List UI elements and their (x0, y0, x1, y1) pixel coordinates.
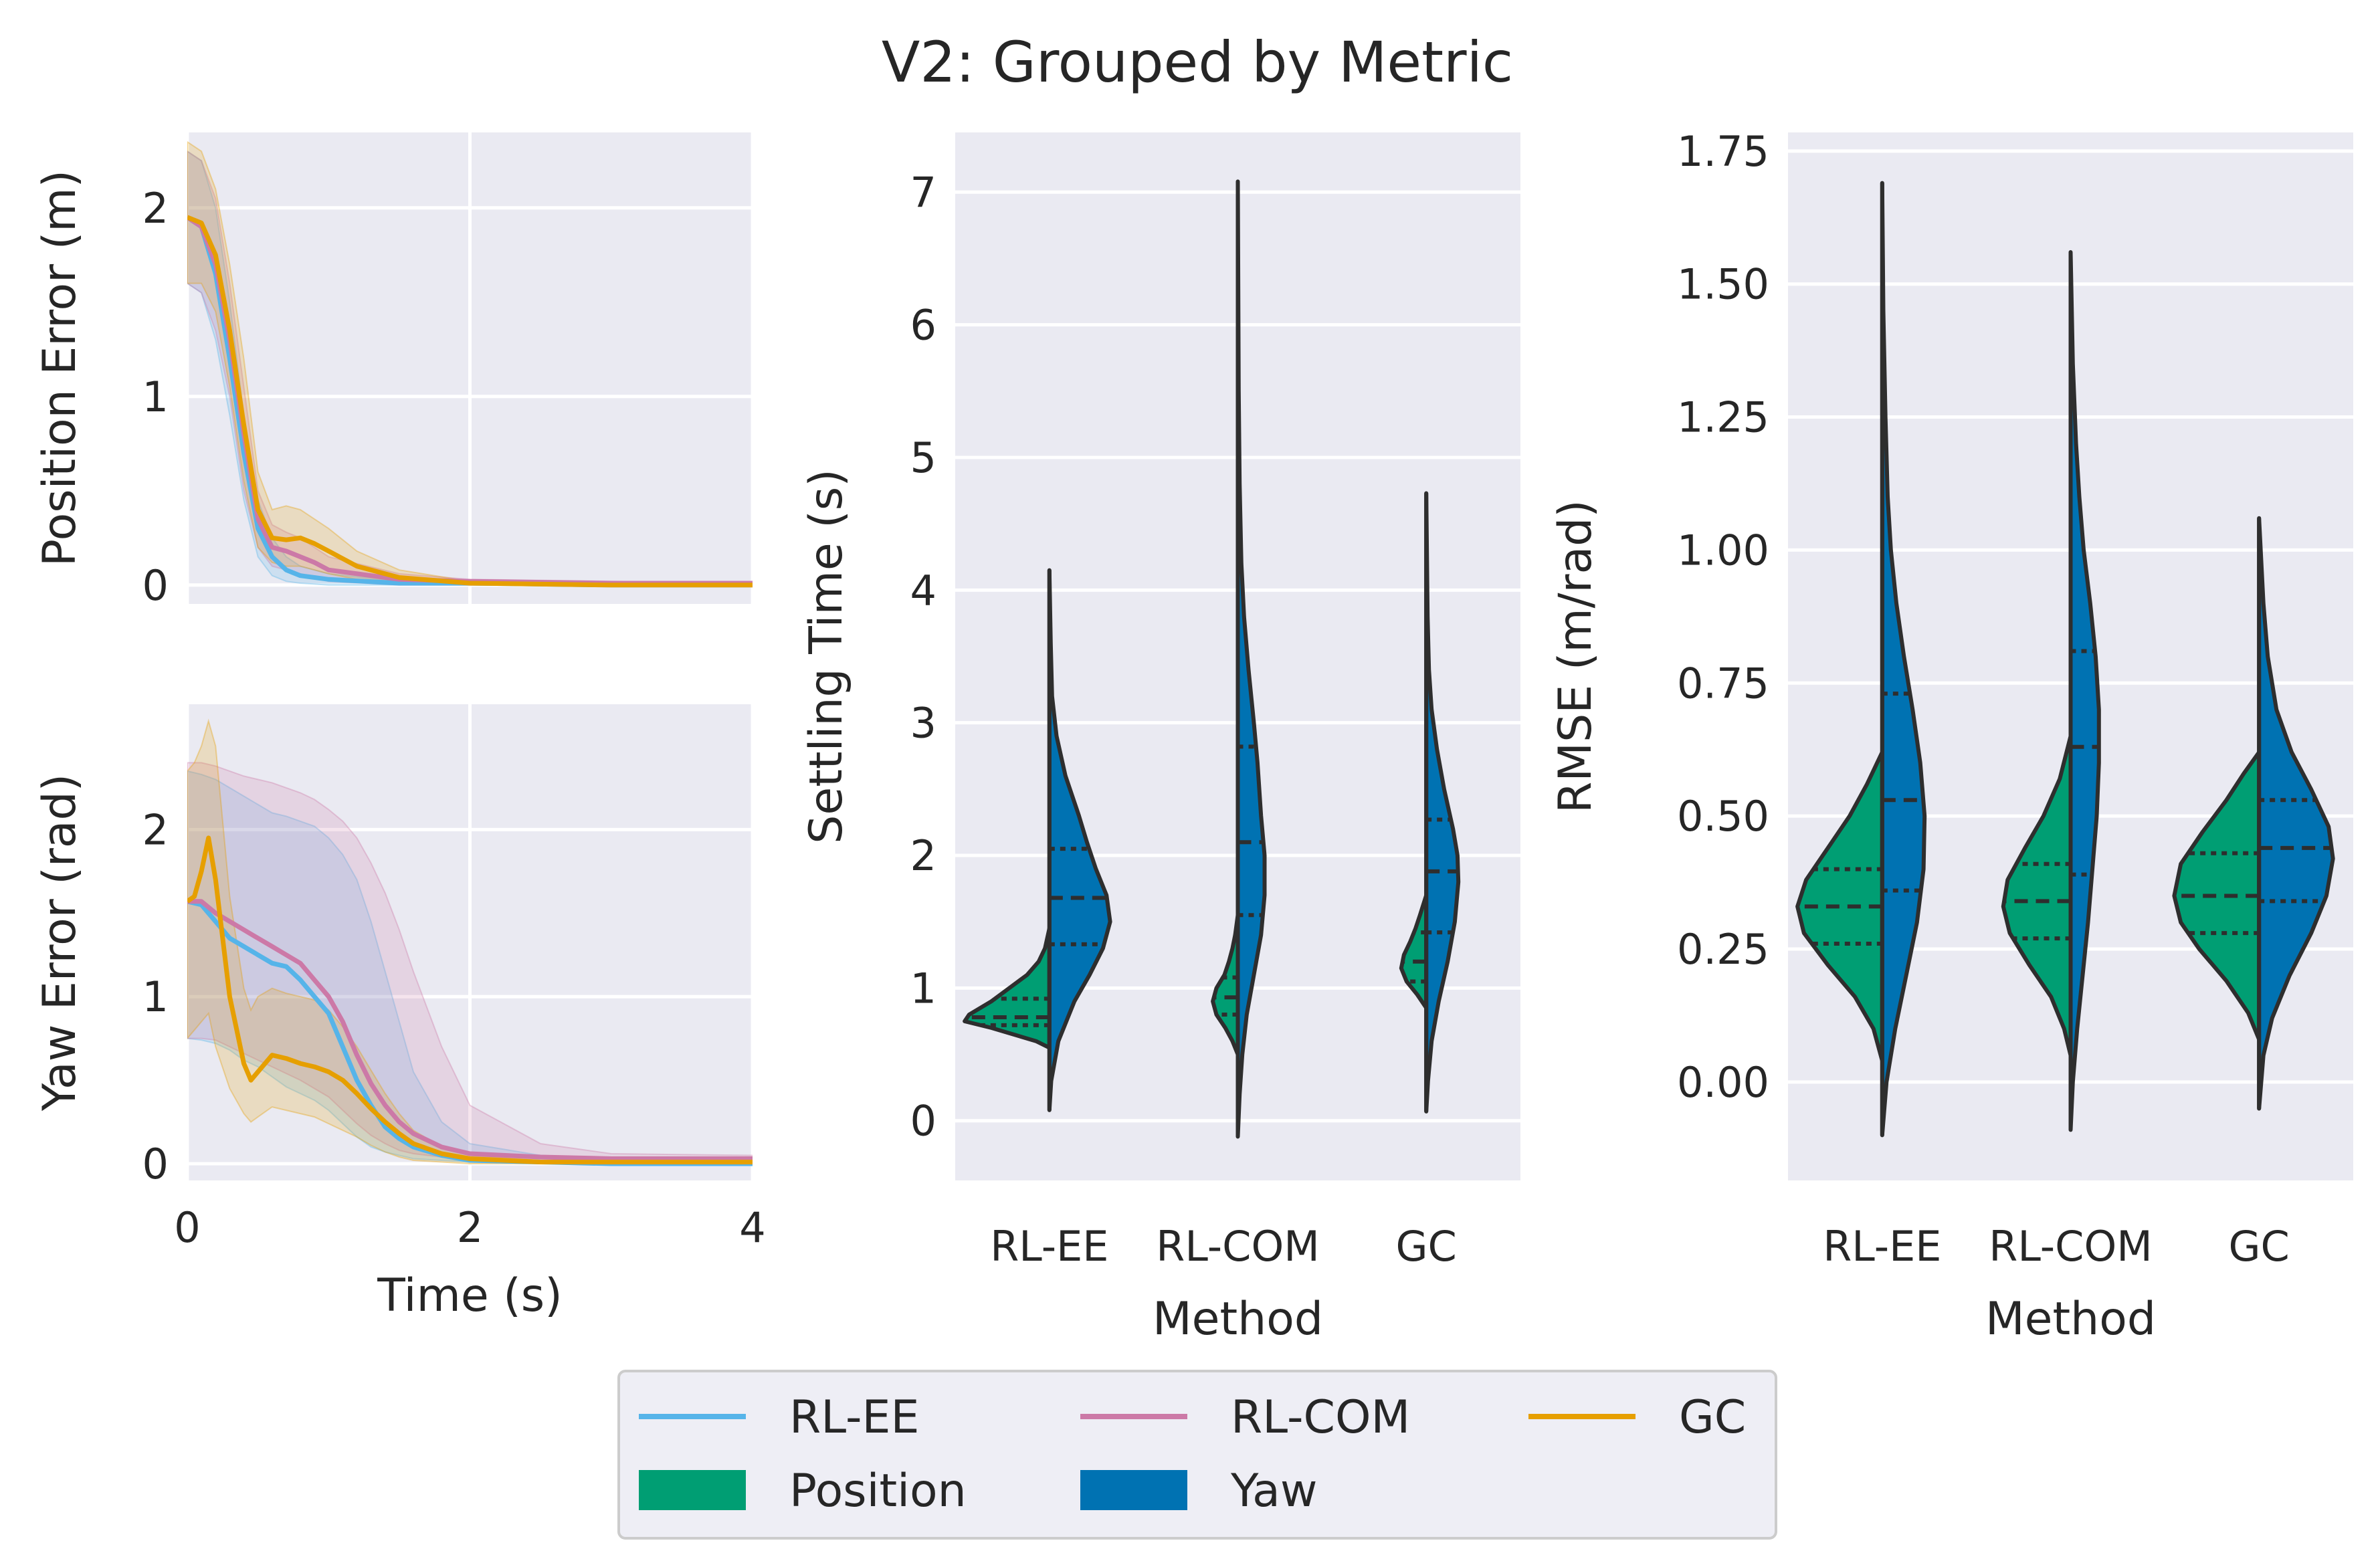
band-gc (187, 718, 753, 1164)
y-tick-label: 0 (142, 561, 169, 610)
x-tick-label: RL-EE (1823, 1222, 1941, 1271)
y-tick-label: 1 (142, 373, 169, 421)
violin-gc-yaw (2257, 516, 2335, 1111)
y-axis-label: Yaw Error (rad) (33, 774, 86, 1112)
x-tick-label: RL-COM (1989, 1222, 2153, 1271)
line-gc (187, 835, 753, 1164)
violin-rl-com-position (2001, 734, 2073, 1058)
y-tick-label: 6 (910, 301, 936, 350)
violin-rl-ee-position (1795, 750, 1884, 1063)
y-tick-label: 4 (910, 566, 936, 615)
legend-label-gc: GC (1679, 1391, 1746, 1444)
y-tick-label: 3 (910, 699, 936, 748)
x-tick-label: 0 (174, 1203, 200, 1252)
y-tick-label: 2 (142, 184, 169, 233)
y-tick-label: 0 (142, 1140, 169, 1188)
x-axis-label: Method (1985, 1293, 2156, 1346)
violin-gc-position (2172, 750, 2262, 1042)
y-axis-label: Settling Time (s) (800, 469, 853, 844)
yaw-error-panel: 0 1 2 0 2 4 Time (s) Yaw Error (rad) (33, 704, 766, 1322)
y-axis-label: RMSE (m/rad) (1549, 500, 1602, 813)
y-tick-label: 0.75 (1677, 659, 1769, 708)
violin-rl-com-position (1211, 913, 1240, 1057)
legend-swatch-yaw (1080, 1470, 1187, 1510)
figure-title: V2: Grouped by Metric (882, 29, 1513, 95)
y-tick-label: 1 (142, 972, 169, 1021)
y-tick-label: 2 (142, 805, 169, 854)
y-tick-label: 1.75 (1677, 127, 1769, 176)
y-tick-label: 0.50 (1677, 792, 1769, 841)
y-tick-label: 0.00 (1677, 1058, 1769, 1107)
y-axis-label: Position Error (m) (33, 170, 86, 566)
band-rl-com (187, 150, 753, 586)
y-tick-label: 0 (910, 1097, 936, 1146)
x-axis-label: Time (s) (377, 1269, 563, 1322)
legend-label-position: Position (789, 1465, 967, 1518)
y-tick-label: 0.25 (1677, 925, 1769, 974)
y-tick-label: 5 (910, 433, 936, 482)
x-tick-label: 4 (739, 1203, 765, 1252)
x-tick-label: RL-COM (1156, 1222, 1320, 1271)
x-tick-label: 2 (457, 1203, 483, 1252)
settling-time-panel: RL-EE RL-COM GC 0 1 2 3 4 5 6 7 Method Settling Time… (800, 132, 1520, 1346)
legend-label-yaw: Yaw (1230, 1465, 1317, 1518)
x-tick-label: GC (2228, 1222, 2289, 1271)
y-tick-label: 7 (910, 168, 936, 217)
legend: RL-EE RL-COM GC Position Yaw (617, 1370, 1777, 1540)
legend-label-rl-ee: RL-EE (789, 1391, 919, 1444)
y-tick-label: 1.00 (1677, 526, 1769, 575)
x-axis-label: Method (1153, 1293, 1323, 1346)
y-tick-label: 1.25 (1677, 393, 1769, 442)
y-tick-label: 1 (910, 964, 936, 1013)
legend-frame (617, 1370, 1777, 1540)
line-gc (187, 215, 753, 588)
y-tick-label: 2 (910, 831, 936, 880)
legend-swatch-position (639, 1470, 746, 1510)
x-tick-label: RL-EE (990, 1222, 1108, 1271)
legend-label-rl-com: RL-COM (1231, 1391, 1410, 1444)
rmse-panel: RL-EE RL-COM GC 0.00 0.25 0.50 0.75 1.00 1.25 1.5… (1549, 127, 2353, 1346)
line-rl-com (187, 899, 753, 1161)
violin-rl-com-yaw (2068, 250, 2101, 1132)
position-error-panel: 0 1 2 Position Error (m) (33, 132, 755, 610)
x-tick-label: GC (1395, 1222, 1456, 1271)
y-tick-label: 1.50 (1677, 260, 1769, 309)
band-rl-com (187, 762, 753, 1161)
